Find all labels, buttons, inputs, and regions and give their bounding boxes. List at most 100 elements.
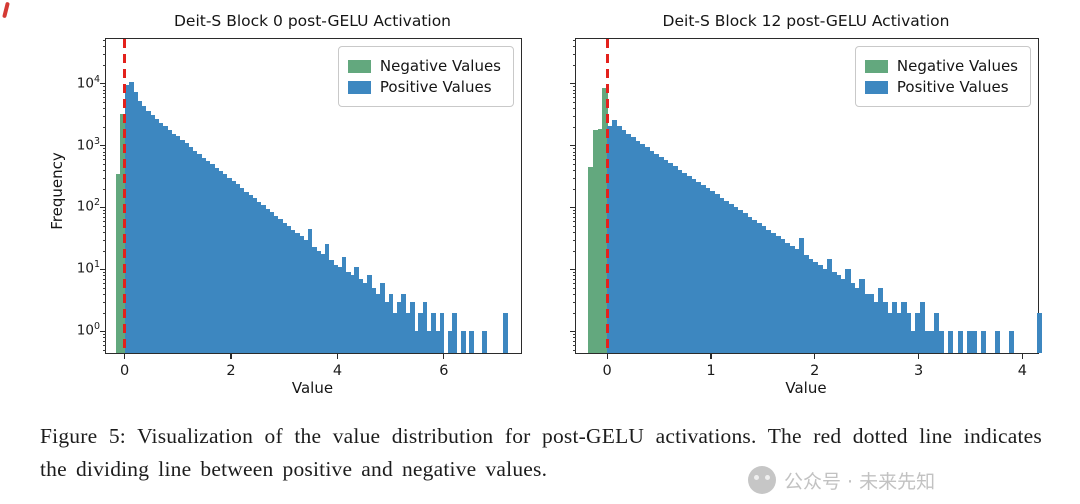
y-minor-tick	[572, 93, 576, 95]
positive-histogram-bar	[966, 331, 973, 353]
positive-histogram-bar	[794, 249, 800, 353]
positive-histogram-bar	[733, 207, 739, 353]
y-minor-tick	[572, 250, 576, 252]
positive-histogram-bar	[231, 181, 236, 353]
y-minor-tick	[572, 108, 576, 110]
y-minor-tick	[572, 164, 576, 166]
positive-histogram-bar	[362, 283, 368, 353]
positive-histogram-bar	[719, 197, 725, 353]
zero-divider-line	[123, 39, 127, 353]
y-minor-tick	[572, 349, 576, 351]
y-minor-tick	[102, 226, 106, 228]
positive-histogram-bar	[686, 175, 692, 353]
positive-histogram-bar	[607, 125, 613, 353]
y-minor-tick	[572, 170, 576, 172]
positive-histogram-bar	[392, 312, 398, 353]
positive-histogram-bar	[934, 312, 940, 353]
y-minor-tick	[572, 126, 576, 128]
y-minor-tick	[102, 188, 106, 190]
y-minor-tick	[572, 64, 576, 66]
y-minor-tick	[102, 217, 106, 219]
positive-histogram-bar	[137, 101, 143, 353]
y-minor-tick	[102, 337, 106, 339]
positive-histogram-bar	[826, 258, 832, 353]
y-minor-tick	[102, 294, 106, 296]
positive-histogram-bar	[938, 331, 945, 353]
y-tick	[100, 206, 105, 209]
positive-histogram-bar	[845, 269, 851, 353]
positive-histogram-bar	[324, 243, 330, 353]
y-minor-tick	[572, 188, 576, 190]
positive-color-patch	[347, 80, 371, 94]
figure-caption: Figure 5: Visualization of the value dis…	[40, 424, 1042, 482]
chart-title-right: Deit-S Block 12 post-GELU Activation	[662, 12, 950, 30]
x-tick-label: 2	[226, 363, 236, 379]
positive-histogram-bar	[957, 331, 963, 353]
positive-histogram-bar	[265, 208, 270, 353]
y-tick	[100, 144, 105, 147]
y-tick	[570, 330, 575, 332]
y-minor-tick	[102, 89, 106, 91]
positive-color-patch	[864, 80, 888, 94]
positive-histogram-bar	[162, 126, 168, 353]
x-tick-label: 2	[810, 363, 820, 379]
legend-row-positive: Positive Values	[864, 78, 1018, 96]
negative-histogram-bar	[597, 128, 603, 353]
positive-histogram-bar	[980, 331, 987, 353]
positive-histogram-bar	[910, 331, 916, 353]
positive-histogram-bar	[709, 191, 716, 353]
positive-histogram-bar	[901, 301, 907, 353]
positive-histogram-bar	[188, 146, 194, 353]
y-minor-tick	[102, 151, 106, 153]
legend-row-negative: Negative Values	[864, 57, 1018, 75]
positive-histogram-bar	[667, 163, 674, 353]
positive-histogram-bar	[705, 188, 711, 353]
y-tick	[570, 144, 575, 147]
positive-histogram-bar	[124, 84, 130, 353]
x-tick	[918, 354, 920, 359]
y-minor-tick	[572, 232, 576, 234]
positive-histogram-bar	[384, 301, 389, 353]
positive-histogram-bar	[239, 188, 245, 353]
positive-histogram-bar	[277, 219, 283, 353]
y-minor-tick	[102, 210, 106, 212]
y-minor-tick	[572, 278, 576, 280]
negative-color-patch	[347, 59, 371, 73]
legend-label-positive: Positive Values	[896, 78, 1009, 96]
positive-histogram-bar	[452, 312, 458, 353]
positive-histogram-bar	[929, 331, 935, 353]
positive-histogram-bar	[401, 294, 407, 353]
positive-histogram-bar	[128, 81, 134, 353]
positive-histogram-bar	[439, 312, 445, 353]
y-minor-tick	[572, 283, 576, 285]
positive-histogram-bar	[192, 150, 198, 353]
y-minor-tick	[572, 155, 576, 157]
positive-histogram-bar	[611, 119, 617, 353]
x-tick-label: 6	[439, 363, 449, 379]
positive-histogram-bar	[214, 167, 219, 353]
legend: Negative Values Positive Values	[854, 46, 1031, 107]
positive-histogram-bar	[896, 312, 902, 353]
positive-histogram-bar	[751, 219, 758, 353]
positive-histogram-bar	[316, 250, 321, 353]
y-minor-tick	[102, 283, 106, 285]
y-minor-tick	[102, 164, 106, 166]
y-minor-tick	[102, 64, 106, 66]
positive-histogram-bar	[630, 137, 636, 353]
positive-histogram-bar	[695, 181, 702, 353]
positive-histogram-bar	[282, 222, 287, 353]
positive-histogram-bar	[303, 239, 309, 353]
positive-histogram-bar	[154, 118, 160, 353]
y-minor-tick	[572, 46, 576, 48]
positive-histogram-bar	[158, 122, 164, 353]
y-minor-tick	[572, 115, 576, 117]
positive-histogram-bar	[358, 278, 364, 353]
positive-histogram-bar	[418, 312, 424, 353]
y-minor-tick	[572, 177, 576, 179]
y-minor-tick	[572, 301, 576, 303]
positive-histogram-bar	[150, 115, 155, 353]
positive-histogram-bar	[850, 283, 856, 353]
positive-histogram-bar	[803, 255, 809, 353]
positive-histogram-bar	[431, 312, 436, 353]
y-minor-tick	[102, 349, 106, 351]
